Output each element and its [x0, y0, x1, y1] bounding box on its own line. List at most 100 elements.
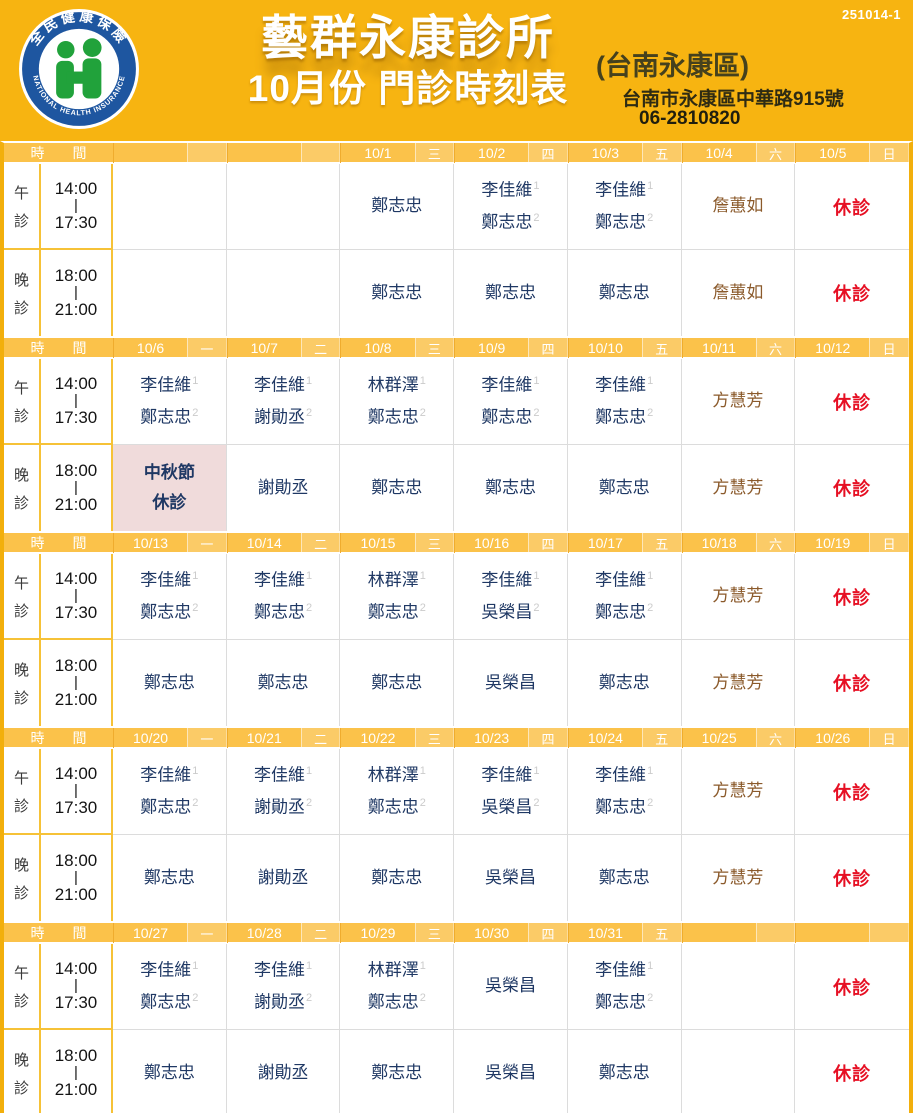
- weekday-label: 五: [641, 923, 682, 943]
- time-sep: |: [74, 781, 78, 799]
- schedule-cell: 謝勛丞: [227, 1030, 341, 1113]
- doctor-index-sup: 1: [419, 960, 426, 973]
- doctor-name: 吳榮昌: [484, 867, 536, 887]
- time-range: 14:00 | 17:30: [41, 749, 113, 835]
- doctor-name: 鄭志忠: [598, 1062, 650, 1082]
- doctor-name: 鄭志忠2: [595, 796, 654, 817]
- banner: 251014-1 全民健康保險 NATIONAL HEALTH INSURANC…: [0, 0, 913, 141]
- closed-cell: 休診: [795, 164, 909, 250]
- session-label: 午診: [4, 554, 41, 640]
- session-label: 晚診: [4, 640, 41, 726]
- doctor-name: 李佳維1: [481, 375, 540, 396]
- time-start: 18:00: [54, 265, 98, 285]
- schedule-cell: 吳榮昌: [454, 835, 568, 921]
- day-header-cell: 10/31 五: [567, 923, 682, 943]
- empty-cell: [113, 164, 227, 250]
- schedule-cell: 鄭志忠: [113, 1030, 227, 1113]
- doctor-name: 鄭志忠: [484, 282, 536, 302]
- weekday-label: 一: [187, 338, 227, 358]
- empty-cell: [113, 250, 227, 336]
- time-header-char: 間: [72, 925, 87, 941]
- time-end: 17:30: [54, 213, 98, 233]
- weekday-label: 一: [187, 728, 227, 748]
- noon-row: 午診 14:00 | 17:30 李佳維1 鄭志忠2 李佳維1 謝勛丞2 林群澤1 鄭志忠2 李佳維…: [4, 749, 909, 835]
- doctor-index-sup: 1: [419, 570, 426, 583]
- schedule-cell: 吳榮昌: [454, 944, 568, 1030]
- schedule-cell: 鄭志忠: [568, 835, 682, 921]
- time-sep: |: [74, 196, 78, 214]
- schedule-cell: 李佳維1 鄭志忠2: [113, 554, 227, 640]
- session-label-char: 午: [13, 769, 29, 787]
- day-header-cell: [226, 143, 341, 163]
- schedule-cell: 鄭志忠: [568, 445, 682, 531]
- time-end: 17:30: [54, 408, 98, 428]
- schedule-cell: 李佳維1 鄭志忠2: [567, 749, 682, 835]
- day-header-cell: 10/30 四: [454, 923, 568, 943]
- doctor-name: 鄭志忠: [371, 282, 423, 302]
- weekday-label: [300, 143, 341, 163]
- date-label: 10/15: [360, 535, 396, 551]
- doctor-name: 吳榮昌: [484, 1062, 536, 1082]
- doctor-name: 鄭志忠2: [140, 796, 199, 817]
- closed-cell: 休診: [833, 869, 872, 889]
- doctor-index-sup: 1: [419, 765, 426, 778]
- doctor-name: 鄭志忠: [598, 672, 650, 692]
- week-header-row: 時間 10/27 一 10/28 二 10/29 三 10/30 四 10/31 五: [4, 921, 909, 944]
- schedule-cell: 李佳維1 謝勛丞2: [226, 944, 341, 1030]
- session-label-char: 診: [13, 797, 29, 815]
- date-label: 10/31: [587, 925, 623, 941]
- closed-cell: 休診: [833, 479, 872, 499]
- time-range: 14:00 | 17:30: [41, 554, 113, 640]
- time-sep: |: [74, 478, 78, 496]
- time-header: 時間: [4, 143, 113, 163]
- time-range: 14:00 | 17:30: [41, 944, 113, 1030]
- date-label: 10/20: [133, 730, 169, 746]
- weekday-label: [869, 923, 909, 943]
- day-header-cell: 10/24 五: [567, 728, 682, 748]
- doctor-index-sup: 1: [419, 375, 426, 388]
- doctor-index-sup: 1: [533, 765, 540, 778]
- date-label: 10/4: [705, 145, 733, 161]
- weekday-label: 一: [187, 533, 227, 553]
- day-header-cell: 10/16 四: [454, 533, 568, 553]
- date-label: 10/21: [246, 730, 282, 746]
- time-end: 21:00: [54, 1080, 98, 1100]
- holiday-line: 中秋節: [143, 462, 195, 482]
- schedule-subtitle: 10月份 門診時刻表: [247, 67, 569, 109]
- session-label: 午診: [4, 749, 41, 835]
- closed-cell: 休診: [795, 554, 909, 640]
- schedule-cell: 方慧芳: [682, 445, 796, 531]
- doctor-index-sup: 2: [647, 211, 654, 224]
- schedule-cell: 鄭志忠: [568, 1030, 682, 1113]
- time-header-char: 時: [30, 925, 45, 941]
- week-header-row: 時間 10/1 三 10/2 四 10/3 五 10/4 六 10/5 日: [4, 143, 909, 164]
- doctor-name: 李佳維1: [140, 570, 199, 591]
- schedule-cell: 鄭志忠: [340, 445, 455, 531]
- doctor-name: 李佳維1: [481, 180, 540, 201]
- date-label: 10/29: [360, 925, 396, 941]
- weekday-label: 五: [641, 728, 682, 748]
- weekday-label: 四: [528, 143, 568, 163]
- weekday-label: 四: [528, 728, 568, 748]
- day-header-cell: 10/23 四: [454, 728, 568, 748]
- schedule-cell: 鄭志忠: [568, 250, 682, 336]
- schedule-table: 時間 10/1 三 10/2 四 10/3 五 10/4 六 10/5 日午診 14:00 | 17:30…: [0, 141, 913, 1113]
- time-range: 18:00 | 21:00: [41, 1030, 113, 1113]
- time-sep: |: [74, 391, 78, 409]
- time-start: 14:00: [54, 373, 98, 393]
- schedule-cell: 方慧芳: [681, 749, 796, 835]
- weekday-label: 三: [414, 533, 455, 553]
- schedule-cell: 林群澤1 鄭志忠2: [340, 554, 455, 640]
- doctor-name: 鄭志忠: [257, 672, 309, 692]
- noon-row: 午診 14:00 | 17:30 李佳維1 鄭志忠2 李佳維1 鄭志忠2 林群澤1 鄭志忠2 李佳維…: [4, 554, 909, 640]
- doctor-name: 鄭志忠2: [140, 601, 199, 622]
- weekday-label: 一: [187, 923, 227, 943]
- session-label: 午診: [4, 164, 41, 250]
- weekday-label: 六: [755, 338, 796, 358]
- day-header-cell: 10/9 四: [454, 338, 568, 358]
- weekday-label: 五: [641, 338, 682, 358]
- schedule-cell: 林群澤1 鄭志忠2: [340, 359, 455, 445]
- time-sep: |: [74, 673, 78, 691]
- doctor-name: 李佳維1: [254, 960, 313, 981]
- schedule-cell: 李佳維1 鄭志忠2: [454, 164, 568, 250]
